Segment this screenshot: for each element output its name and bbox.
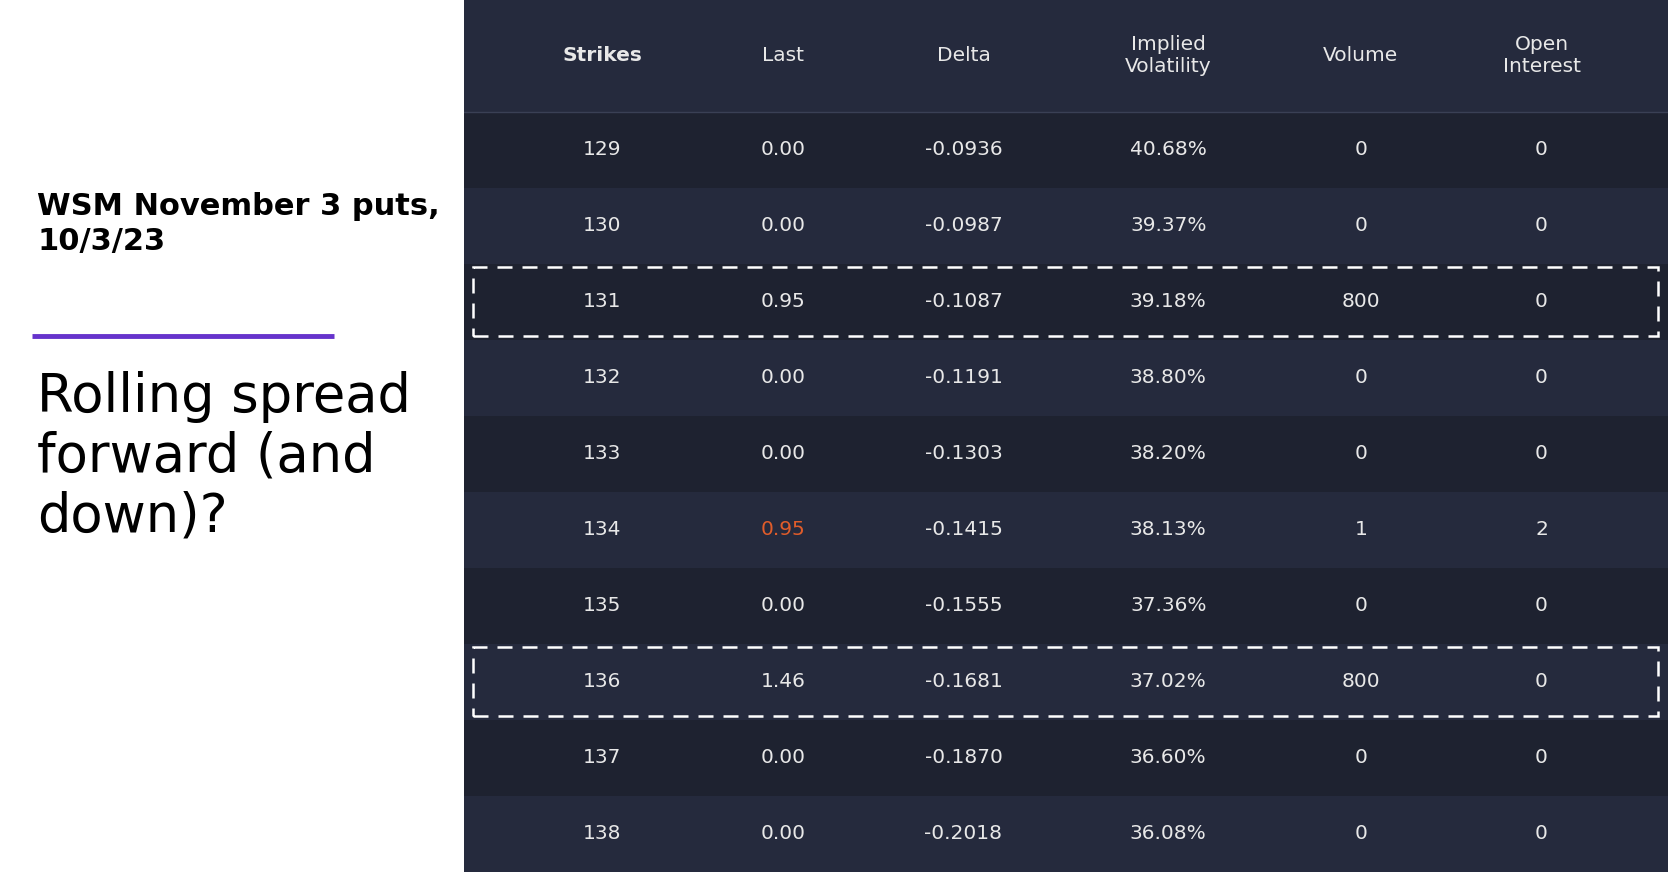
Text: 0: 0 — [1535, 748, 1548, 767]
Text: Volume: Volume — [1323, 46, 1398, 65]
Text: 0.00: 0.00 — [761, 445, 806, 463]
Text: 0: 0 — [1535, 292, 1548, 311]
Text: 36.08%: 36.08% — [1129, 825, 1206, 843]
Text: 138: 138 — [582, 825, 622, 843]
Text: WSM November 3 puts,
10/3/23: WSM November 3 puts, 10/3/23 — [37, 192, 440, 255]
Text: 0.00: 0.00 — [761, 368, 806, 387]
Text: 0: 0 — [1354, 140, 1368, 159]
Bar — [464, 112, 1668, 187]
Text: 0: 0 — [1354, 596, 1368, 616]
Text: Delta: Delta — [936, 46, 991, 65]
Text: 38.20%: 38.20% — [1129, 445, 1206, 463]
Bar — [464, 0, 1668, 112]
Text: -0.2018: -0.2018 — [924, 825, 1002, 843]
Text: 1.46: 1.46 — [761, 672, 806, 691]
Text: 135: 135 — [584, 596, 622, 616]
Text: 0.00: 0.00 — [761, 748, 806, 767]
Text: 0: 0 — [1535, 140, 1548, 159]
Text: 129: 129 — [582, 140, 622, 159]
Text: 0.95: 0.95 — [761, 521, 806, 539]
Text: 39.37%: 39.37% — [1129, 216, 1206, 235]
Bar — [464, 644, 1668, 720]
Bar — [464, 720, 1668, 796]
Bar — [474, 267, 1658, 337]
Text: 131: 131 — [582, 292, 622, 311]
Text: 130: 130 — [582, 216, 622, 235]
Text: Open
Interest: Open Interest — [1503, 35, 1581, 77]
Text: 0: 0 — [1535, 825, 1548, 843]
Text: -0.1555: -0.1555 — [924, 596, 1002, 616]
Text: 0: 0 — [1354, 748, 1368, 767]
Text: 0: 0 — [1535, 216, 1548, 235]
Text: -0.1191: -0.1191 — [924, 368, 1002, 387]
Text: 0: 0 — [1535, 672, 1548, 691]
Bar — [464, 340, 1668, 416]
Text: 136: 136 — [584, 672, 622, 691]
Text: -0.1087: -0.1087 — [924, 292, 1002, 311]
Text: 134: 134 — [582, 521, 622, 539]
Text: -0.1870: -0.1870 — [924, 748, 1002, 767]
Text: 38.13%: 38.13% — [1129, 521, 1206, 539]
Text: 37.02%: 37.02% — [1129, 672, 1206, 691]
Text: 0: 0 — [1354, 216, 1368, 235]
Text: 800: 800 — [1341, 292, 1379, 311]
Text: 0: 0 — [1535, 596, 1548, 616]
Text: -0.1415: -0.1415 — [924, 521, 1002, 539]
Text: 36.60%: 36.60% — [1129, 748, 1206, 767]
Text: -0.0987: -0.0987 — [924, 216, 1002, 235]
Text: 0: 0 — [1354, 368, 1368, 387]
Text: 1: 1 — [1354, 521, 1368, 539]
Bar — [474, 647, 1658, 717]
Text: 38.80%: 38.80% — [1129, 368, 1206, 387]
Bar — [464, 263, 1668, 340]
Text: 0.00: 0.00 — [761, 825, 806, 843]
Bar — [464, 796, 1668, 872]
Text: 0: 0 — [1535, 368, 1548, 387]
Text: 0: 0 — [1535, 445, 1548, 463]
Text: Rolling spread
forward (and
down)?: Rolling spread forward (and down)? — [37, 371, 410, 543]
Bar — [464, 416, 1668, 492]
Text: 40.68%: 40.68% — [1129, 140, 1206, 159]
Text: 2: 2 — [1535, 521, 1548, 539]
Text: 800: 800 — [1341, 672, 1379, 691]
Text: 0.00: 0.00 — [761, 216, 806, 235]
Text: 37.36%: 37.36% — [1129, 596, 1206, 616]
Text: 133: 133 — [584, 445, 622, 463]
Text: 137: 137 — [584, 748, 622, 767]
Text: Last: Last — [762, 46, 804, 65]
Bar — [464, 187, 1668, 263]
Text: 0.00: 0.00 — [761, 140, 806, 159]
Text: Implied
Volatility: Implied Volatility — [1124, 35, 1211, 77]
Text: 0.95: 0.95 — [761, 292, 806, 311]
Text: 0: 0 — [1354, 445, 1368, 463]
Text: -0.0936: -0.0936 — [924, 140, 1002, 159]
Text: -0.1681: -0.1681 — [924, 672, 1002, 691]
Text: 132: 132 — [582, 368, 622, 387]
Text: 39.18%: 39.18% — [1129, 292, 1206, 311]
Text: Strikes: Strikes — [562, 46, 642, 65]
Text: 0: 0 — [1354, 825, 1368, 843]
Text: -0.1303: -0.1303 — [924, 445, 1002, 463]
Bar — [464, 492, 1668, 568]
Bar — [464, 568, 1668, 644]
Text: 0.00: 0.00 — [761, 596, 806, 616]
